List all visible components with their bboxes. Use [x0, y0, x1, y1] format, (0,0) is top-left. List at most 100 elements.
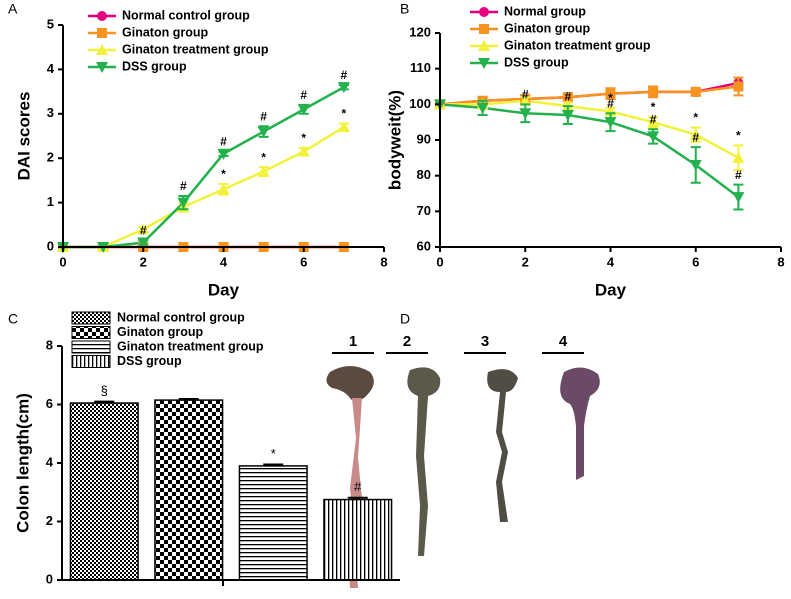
marker	[689, 128, 702, 140]
marker	[297, 104, 310, 116]
marker	[96, 62, 108, 73]
y-axis-title: Colon length(cm)	[13, 393, 32, 533]
error-bar	[347, 496, 368, 500]
marker	[137, 237, 150, 249]
error-bar	[94, 400, 115, 404]
marker	[647, 131, 660, 143]
marker	[177, 197, 190, 209]
marker	[519, 108, 532, 120]
y-tick-label: 70	[417, 203, 431, 218]
panel-letter: C	[8, 311, 18, 327]
marker	[479, 7, 489, 17]
annotation: *	[301, 131, 306, 145]
error-bar	[178, 397, 199, 401]
legend-swatch	[71, 326, 111, 339]
x-tick-label: 8	[380, 254, 387, 269]
marker	[562, 92, 573, 103]
legend-label: DSS group	[122, 59, 187, 73]
error-bar	[263, 463, 284, 466]
series-line	[63, 126, 345, 249]
x-axis-title: Day	[208, 280, 240, 299]
marker	[137, 223, 150, 235]
y-tick-label: 0	[46, 571, 53, 586]
y-tick-label: 60	[417, 238, 431, 253]
y-tick-label: 8	[46, 337, 53, 352]
y-tick-label: 3	[47, 105, 54, 120]
y-tick-label: 100	[409, 96, 431, 111]
y-axis-title: DAI scores	[14, 92, 33, 181]
marker	[604, 117, 617, 129]
annotation: #	[692, 130, 699, 144]
legend-label: Ginaton group	[504, 21, 590, 35]
annotation: #	[354, 479, 362, 494]
marker	[647, 116, 660, 128]
x-tick-label: 4	[220, 254, 228, 269]
y-tick-label: 90	[417, 131, 431, 146]
marker	[561, 110, 574, 122]
marker	[690, 86, 701, 97]
legend-label: Ginaton group	[122, 25, 208, 39]
series-line	[439, 103, 740, 199]
legend-label: Ginaton group	[117, 325, 203, 339]
marker	[257, 126, 270, 138]
annotation: *	[736, 129, 741, 143]
marker	[732, 192, 745, 204]
annotation: #	[140, 224, 147, 238]
marker	[337, 82, 350, 94]
x-tick-label: 6	[692, 254, 699, 269]
series-line	[440, 99, 739, 159]
y-axis-title: bodyweit(%)	[385, 90, 404, 190]
sample-label: 2	[403, 333, 411, 350]
series-line	[439, 85, 739, 106]
bar	[154, 399, 224, 581]
marker	[479, 24, 489, 34]
annotation: *	[693, 111, 698, 125]
annotation: #	[565, 89, 572, 103]
y-tick-label: 80	[417, 167, 431, 182]
annotation: *	[261, 150, 266, 164]
marker	[519, 94, 532, 106]
y-tick-label: 5	[47, 16, 54, 31]
annotation: *	[221, 167, 226, 181]
x-tick-label: 4	[607, 254, 615, 269]
x-axis-title: Day	[595, 280, 627, 299]
annotation: #	[735, 168, 742, 182]
annotation: *	[651, 100, 656, 114]
marker	[478, 40, 490, 51]
marker	[337, 121, 350, 133]
annotation: #	[220, 135, 227, 149]
legend-label: DSS group	[504, 55, 569, 69]
legend-label: Ginaton treatment group	[504, 38, 651, 52]
sample-label: 4	[559, 333, 568, 350]
marker	[648, 86, 659, 97]
marker	[217, 148, 230, 160]
marker	[217, 183, 230, 195]
y-tick-label: 120	[409, 24, 431, 39]
panel-letter: B	[400, 1, 409, 17]
annotation: #	[607, 96, 614, 110]
legend-label: Normal control group	[117, 310, 245, 324]
sample-label: 3	[481, 333, 489, 350]
y-tick-label: 2	[46, 513, 53, 528]
annotation: #	[300, 88, 307, 102]
legend-swatch	[71, 355, 111, 368]
panel-letter: D	[400, 311, 410, 327]
legend-swatch	[71, 340, 111, 354]
y-tick-label: 2	[47, 150, 54, 165]
marker	[257, 165, 270, 177]
annotation: *	[608, 91, 613, 105]
annotation: §	[101, 383, 108, 398]
x-tick-label: 0	[59, 254, 66, 269]
marker	[297, 145, 310, 157]
bar	[69, 402, 139, 581]
y-tick-label: 4	[46, 454, 54, 469]
x-tick-label: 2	[140, 254, 147, 269]
marker	[733, 81, 744, 92]
marker	[478, 58, 490, 69]
annotation: *	[271, 446, 276, 461]
marker	[476, 102, 489, 114]
sample-label: 1	[349, 333, 357, 350]
marker	[605, 88, 616, 99]
panel-letter: A	[8, 1, 18, 17]
